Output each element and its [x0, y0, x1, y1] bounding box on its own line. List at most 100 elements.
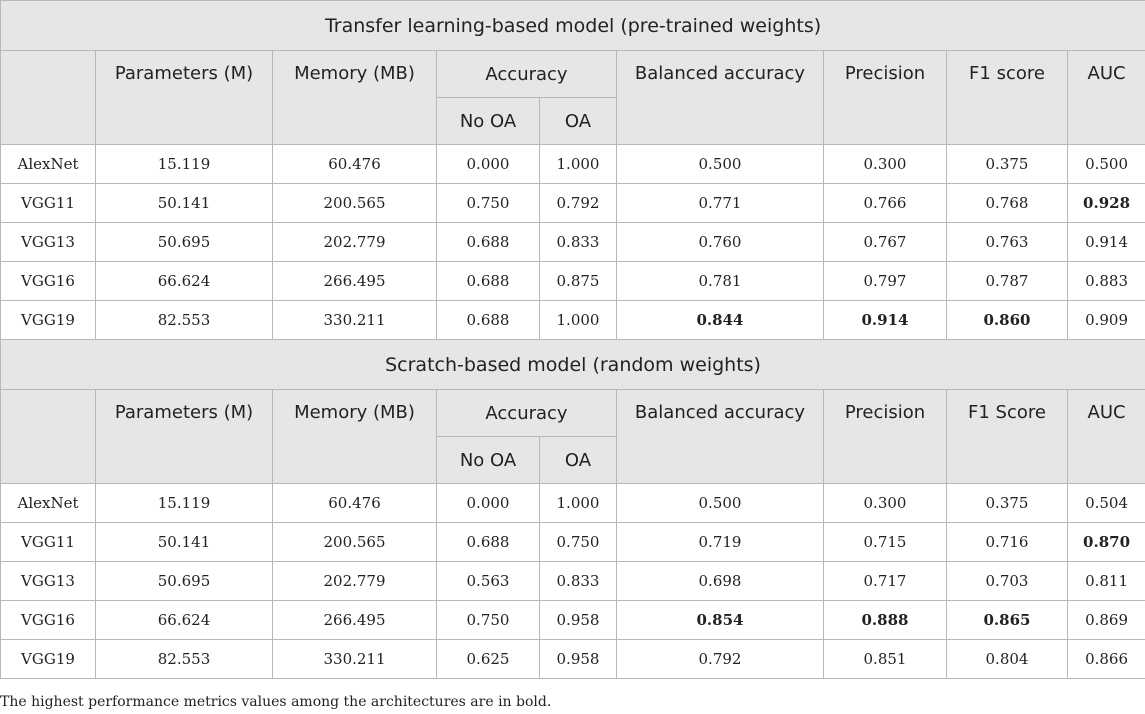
header-parameters: Parameters (M)	[95, 389, 273, 484]
metric-cell-params: 82.553	[95, 300, 273, 340]
metric-cell-params: 82.553	[95, 639, 273, 679]
section-title: Transfer learning-based model (pre-train…	[0, 0, 1145, 51]
section-title: Scratch-based model (random weights)	[0, 339, 1145, 390]
metric-cell-balanced: 0.500	[616, 483, 824, 523]
metric-cell-memory: 202.779	[272, 222, 437, 262]
metric-cell-f1: 0.763	[946, 222, 1068, 262]
metric-cell-precision: 0.888	[823, 600, 947, 640]
metric-cell-precision: 0.767	[823, 222, 947, 262]
model-name-cell: VGG11	[0, 522, 96, 562]
results-table-container: Transfer learning-based model (pre-train…	[0, 0, 1145, 679]
header-no-oa: No OA	[436, 436, 540, 484]
metric-cell-balanced: 0.781	[616, 261, 824, 301]
header-oa: OA	[539, 436, 617, 484]
metric-cell-memory: 200.565	[272, 522, 437, 562]
metric-cell-balanced: 0.844	[616, 300, 824, 340]
table-row: VGG13 50.695 202.779 0.563 0.833 0.698 0.717 0.…	[0, 561, 1145, 601]
metric-cell-memory: 330.211	[272, 300, 437, 340]
metric-cell-auc: 0.504	[1066, 483, 1145, 523]
metric-cell-precision: 0.914	[823, 300, 947, 340]
header-memory: Memory (MB)	[272, 50, 437, 145]
metric-cell-oa: 0.792	[539, 183, 617, 223]
metric-cell-f1: 0.865	[946, 600, 1068, 640]
metric-cell-memory: 266.495	[272, 261, 437, 301]
metric-cell-no-oa: 0.625	[436, 639, 540, 679]
header-accuracy: Accuracy	[436, 389, 617, 437]
metric-cell-params: 50.695	[95, 561, 273, 601]
table-row: VGG19 82.553 330.211 0.688 1.000 0.844 0.914 0.…	[0, 300, 1145, 340]
metric-cell-params: 66.624	[95, 261, 273, 301]
metric-cell-precision: 0.851	[823, 639, 947, 679]
metric-cell-precision: 0.717	[823, 561, 947, 601]
results-table: Transfer learning-based model (pre-train…	[0, 0, 1145, 679]
header-parameters: Parameters (M)	[95, 50, 273, 145]
metric-cell-oa: 1.000	[539, 300, 617, 340]
metric-cell-precision: 0.766	[823, 183, 947, 223]
metric-cell-f1: 0.787	[946, 261, 1068, 301]
metric-cell-no-oa: 0.000	[436, 144, 540, 184]
metric-cell-f1: 0.375	[946, 483, 1068, 523]
header-accuracy: Accuracy	[436, 50, 617, 98]
model-name-cell: AlexNet	[0, 483, 96, 523]
section-title-row: Scratch-based model (random weights)	[0, 339, 1145, 390]
table-row: VGG13 50.695 202.779 0.688 0.833 0.760 0.767 0.…	[0, 222, 1145, 262]
header-memory: Memory (MB)	[272, 389, 437, 484]
model-name-cell: VGG19	[0, 639, 96, 679]
metric-cell-params: 50.695	[95, 222, 273, 262]
metric-cell-oa: 0.750	[539, 522, 617, 562]
metric-cell-f1: 0.375	[946, 144, 1068, 184]
header-auc: AUC	[1066, 389, 1145, 484]
metric-cell-oa: 0.958	[539, 600, 617, 640]
metric-cell-f1: 0.716	[946, 522, 1068, 562]
metric-cell-memory: 330.211	[272, 639, 437, 679]
metric-cell-oa: 0.833	[539, 222, 617, 262]
metric-cell-f1: 0.804	[946, 639, 1068, 679]
model-name-cell: VGG13	[0, 561, 96, 601]
metric-cell-precision: 0.300	[823, 483, 947, 523]
metric-cell-balanced: 0.760	[616, 222, 824, 262]
model-name-cell: VGG13	[0, 222, 96, 262]
metric-cell-memory: 266.495	[272, 600, 437, 640]
table-row: VGG16 66.624 266.495 0.688 0.875 0.781 0.797 0.…	[0, 261, 1145, 301]
column-header-row: Parameters (M) Memory (MB) Accuracy Balance…	[0, 389, 1145, 484]
metric-cell-auc: 0.866	[1066, 639, 1145, 679]
header-f1-score: F1 score	[946, 50, 1068, 145]
header-auc: AUC	[1066, 50, 1145, 145]
metric-cell-balanced: 0.854	[616, 600, 824, 640]
metric-cell-no-oa: 0.000	[436, 483, 540, 523]
table-row: VGG11 50.141 200.565 0.750 0.792 0.771 0.766 0.…	[0, 183, 1145, 223]
metric-cell-oa: 1.000	[539, 144, 617, 184]
table-footnote: The highest performance metrics values a…	[0, 694, 552, 710]
table-row: VGG11 50.141 200.565 0.688 0.750 0.719 0.715 0.…	[0, 522, 1145, 562]
model-name-cell: AlexNet	[0, 144, 96, 184]
column-header-row: Parameters (M) Memory (MB) Accuracy Balance…	[0, 50, 1145, 145]
metric-cell-balanced: 0.698	[616, 561, 824, 601]
metric-cell-balanced: 0.500	[616, 144, 824, 184]
metric-cell-balanced: 0.792	[616, 639, 824, 679]
model-name-cell: VGG16	[0, 261, 96, 301]
column-subheader-row: No OA OA	[1, 436, 1145, 484]
metric-cell-f1: 0.703	[946, 561, 1068, 601]
table-row: AlexNet 15.119 60.476 0.000 1.000 0.500 0.300 0…	[0, 483, 1145, 523]
metric-cell-memory: 202.779	[272, 561, 437, 601]
metric-cell-memory: 60.476	[272, 144, 437, 184]
metric-cell-no-oa: 0.688	[436, 222, 540, 262]
header-oa: OA	[539, 97, 617, 145]
metric-cell-memory: 200.565	[272, 183, 437, 223]
metric-cell-auc: 0.811	[1066, 561, 1145, 601]
metric-cell-no-oa: 0.750	[436, 600, 540, 640]
header-precision: Precision	[823, 389, 947, 484]
metric-cell-auc: 0.914	[1066, 222, 1145, 262]
metric-cell-params: 50.141	[95, 183, 273, 223]
table-row: AlexNet 15.119 60.476 0.000 1.000 0.500 0.300 0…	[0, 144, 1145, 184]
metric-cell-precision: 0.300	[823, 144, 947, 184]
metric-cell-oa: 0.833	[539, 561, 617, 601]
metric-cell-auc: 0.869	[1066, 600, 1145, 640]
metric-cell-oa: 0.958	[539, 639, 617, 679]
header-no-oa: No OA	[436, 97, 540, 145]
column-subheader-row: No OA OA	[1, 97, 1145, 145]
metric-cell-precision: 0.715	[823, 522, 947, 562]
metric-cell-no-oa: 0.563	[436, 561, 540, 601]
metric-cell-oa: 0.875	[539, 261, 617, 301]
metric-cell-balanced: 0.719	[616, 522, 824, 562]
